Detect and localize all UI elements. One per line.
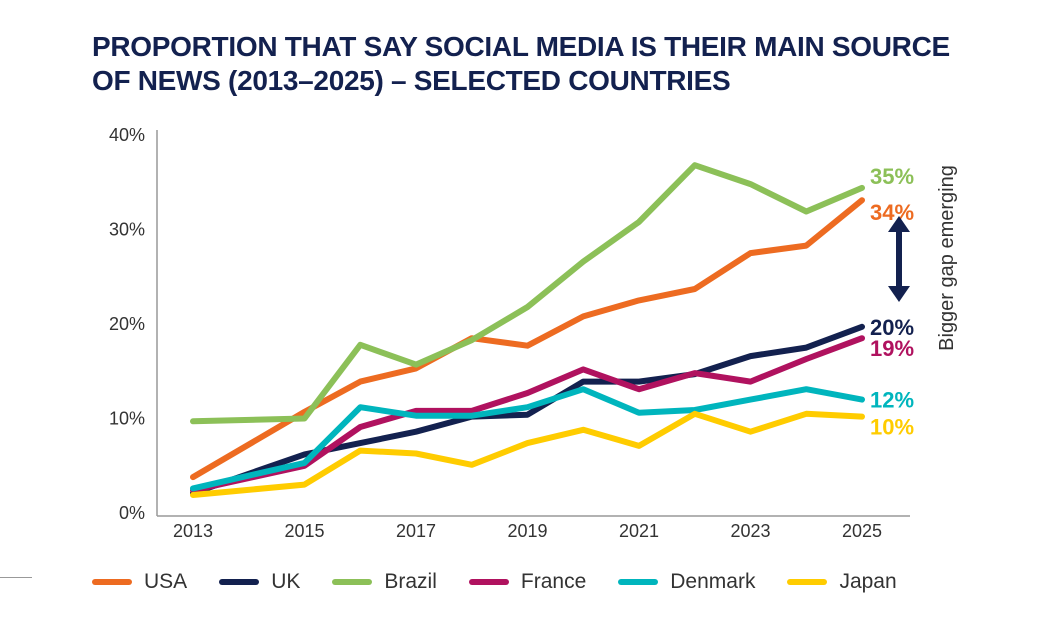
- x-tick-label: 2019: [507, 521, 547, 541]
- legend-label: Denmark: [670, 570, 756, 593]
- x-tick-label: 2021: [619, 521, 659, 541]
- legend: USA UK Brazil France Denmark Japan: [92, 570, 929, 594]
- end-label-usa: 34%: [870, 200, 914, 225]
- y-tick-label: 40%: [109, 125, 145, 145]
- end-label-uk: 20%: [870, 315, 914, 340]
- legend-swatch: [468, 579, 509, 585]
- gap-arrow-down-icon: [888, 286, 910, 302]
- legend-label: UK: [271, 570, 301, 593]
- legend-item-japan: Japan: [787, 570, 897, 594]
- series-line-japan: [190, 410, 865, 498]
- series-line-usa: [190, 197, 865, 481]
- x-tick-label: 2015: [284, 521, 324, 541]
- y-tick-label: 30%: [109, 220, 145, 240]
- legend-swatch: [618, 579, 659, 585]
- legend-swatch: [332, 579, 373, 585]
- series-line-brazil: [190, 162, 865, 425]
- legend-item-denmark: Denmark: [618, 570, 755, 594]
- legend-label: Brazil: [384, 570, 437, 593]
- legend-swatch: [787, 579, 828, 585]
- annotation-bigger-gap: Bigger gap emerging: [936, 165, 958, 351]
- legend-item-usa: USA: [92, 570, 187, 594]
- end-label-japan: 10%: [870, 415, 914, 440]
- y-tick-label: 10%: [109, 409, 145, 429]
- end-label-france: 19%: [870, 336, 914, 361]
- series-line-france: [190, 335, 865, 494]
- x-tick-label: 2023: [730, 521, 770, 541]
- end-label-denmark: 12%: [870, 388, 914, 413]
- legend-item-uk: UK: [219, 570, 300, 594]
- legend-label: USA: [144, 570, 188, 593]
- divider: [0, 577, 32, 578]
- x-tick-label: 2013: [173, 521, 213, 541]
- legend-label: France: [520, 570, 587, 593]
- legend-item-brazil: Brazil: [332, 570, 437, 594]
- x-tick-label: 2017: [396, 521, 436, 541]
- legend-swatch: [92, 579, 132, 585]
- legend-label: Japan: [839, 570, 897, 593]
- x-tick-label: 2025: [842, 521, 882, 541]
- chart-title: PROPORTION THAT SAY SOCIAL MEDIA IS THEI…: [92, 31, 950, 96]
- legend-item-france: France: [468, 570, 587, 594]
- gap-arrow-up-icon: [888, 216, 910, 232]
- legend-swatch: [219, 579, 260, 585]
- series-line-denmark: [190, 386, 865, 492]
- end-label-brazil: 35%: [870, 164, 914, 189]
- line-chart: 0% 10% 20% 30% 40% 2013 2015 2017 2019 2021 2023 20…: [109, 125, 958, 541]
- y-tick-label: 20%: [109, 314, 145, 334]
- y-tick-label: 0%: [119, 503, 145, 523]
